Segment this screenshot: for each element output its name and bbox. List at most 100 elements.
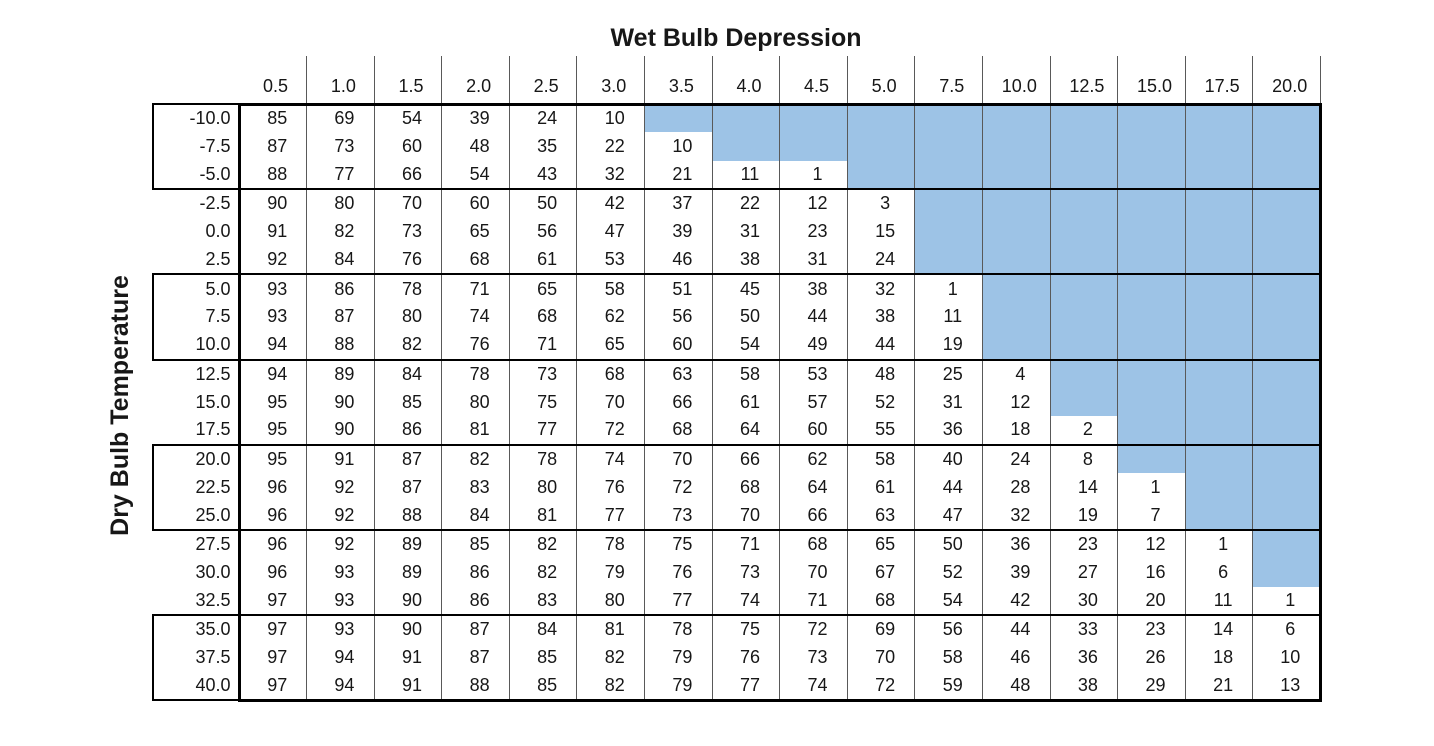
- empty-cell: [1252, 501, 1322, 531]
- empty-cell: [1252, 217, 1322, 246]
- row-axis-title-container: Dry Bulb Temperature: [96, 104, 144, 706]
- table-row: -7.5 87 73 60 48 35 22 10: [152, 132, 1322, 161]
- value-cell: 68: [779, 529, 848, 559]
- value-cell: 73: [373, 217, 442, 246]
- value-cell: 82: [508, 558, 577, 587]
- value-cell: 24: [846, 245, 915, 276]
- row-label-20.0: 20.0: [152, 443, 239, 474]
- value-cell: 94: [237, 331, 307, 361]
- column-axis-title: Wet Bulb Depression: [610, 24, 862, 52]
- value-cell: 70: [711, 501, 780, 531]
- empty-cell: [1184, 501, 1253, 531]
- value-cell: 77: [711, 671, 780, 702]
- value-cell: 70: [644, 444, 713, 474]
- value-cell: 82: [508, 529, 577, 559]
- value-cell: 65: [576, 331, 645, 361]
- value-cell: 88: [237, 160, 307, 191]
- value-cell: 35: [508, 132, 577, 161]
- value-cell: 85: [441, 529, 510, 559]
- value-cell: 85: [373, 387, 442, 417]
- value-cell: 84: [306, 245, 375, 276]
- value-cell: 39: [441, 104, 510, 133]
- table-row: 35.0 97 93 90 87 84 81 78 75 72 69 56 44 33 23 14 6: [152, 614, 1322, 644]
- value-cell: 36: [1049, 643, 1118, 672]
- value-cell: 69: [306, 104, 375, 133]
- value-cell: 20: [1117, 586, 1186, 617]
- value-cell: 68: [644, 416, 713, 446]
- value-cell: 38: [711, 245, 780, 276]
- value-cell: 92: [306, 501, 375, 531]
- value-cell: 1: [914, 274, 983, 303]
- value-cell: 60: [373, 132, 442, 161]
- value-cell: 56: [508, 217, 577, 246]
- empty-cell: [1117, 416, 1186, 446]
- value-cell: 95: [237, 416, 307, 446]
- value-cell: 15: [846, 217, 915, 246]
- value-cell: 12: [1117, 529, 1186, 559]
- value-cell: 1: [779, 160, 848, 191]
- column-header-0.5: 0.5: [239, 56, 307, 106]
- value-cell: 60: [441, 189, 510, 218]
- value-cell: 96: [237, 558, 307, 587]
- value-cell: 48: [982, 671, 1051, 702]
- value-cell: 91: [373, 643, 442, 672]
- value-cell: 67: [846, 558, 915, 587]
- value-cell: 91: [237, 217, 307, 246]
- value-cell: 50: [711, 302, 780, 332]
- value-cell: 96: [237, 473, 307, 502]
- row-label-15.0: 15.0: [153, 387, 239, 417]
- empty-cell: [982, 217, 1051, 246]
- value-cell: 22: [576, 132, 645, 161]
- value-cell: 24: [508, 104, 577, 133]
- value-cell: 90: [237, 189, 307, 218]
- value-cell: 70: [846, 643, 915, 672]
- value-cell: 76: [576, 473, 645, 502]
- column-header-4.0: 4.0: [711, 56, 780, 106]
- table-row: 17.5 95 90 86 81 77 72 68 64 60 55 36 18 2: [153, 416, 1322, 446]
- value-cell: 36: [914, 416, 983, 446]
- column-header-15.0: 15.0: [1117, 56, 1186, 106]
- value-cell: 63: [644, 359, 713, 388]
- value-cell: 30: [1049, 586, 1118, 617]
- value-cell: 73: [779, 643, 848, 672]
- value-cell: 89: [373, 529, 442, 559]
- value-cell: 23: [1117, 615, 1186, 644]
- empty-cell: [914, 189, 983, 218]
- value-cell: 1: [1117, 473, 1186, 502]
- value-cell: 78: [441, 359, 510, 388]
- value-cell: 85: [508, 671, 577, 702]
- value-cell: 10: [644, 132, 713, 161]
- value-cell: 66: [779, 501, 848, 531]
- value-cell: 93: [306, 586, 375, 617]
- empty-cell: [1049, 132, 1118, 161]
- value-cell: 91: [373, 671, 442, 702]
- value-cell: 72: [779, 615, 848, 644]
- row-label-17.5: 17.5: [153, 416, 239, 445]
- value-cell: 31: [779, 245, 848, 276]
- value-cell: 82: [306, 217, 375, 246]
- row-label-32.5: 32.5: [153, 586, 239, 616]
- value-cell: 55: [846, 416, 915, 446]
- empty-cell: [1184, 132, 1253, 161]
- value-cell: 27: [1049, 558, 1118, 587]
- value-cell: 87: [306, 302, 375, 332]
- value-cell: 75: [508, 387, 577, 417]
- table-row: 20.0 95 91 87 82 78 74 70 66 62 58 40 24 8: [152, 443, 1322, 474]
- value-cell: 44: [846, 331, 915, 361]
- value-cell: 74: [779, 671, 848, 702]
- value-cell: 76: [711, 643, 780, 672]
- row-label-5.0: 5.0: [152, 273, 239, 303]
- value-cell: 79: [644, 643, 713, 672]
- value-cell: 23: [1049, 529, 1118, 559]
- value-cell: 73: [711, 558, 780, 587]
- empty-cell: [1184, 359, 1253, 388]
- empty-cell: [1117, 444, 1186, 474]
- value-cell: 87: [237, 132, 307, 161]
- value-cell: 66: [644, 387, 713, 417]
- value-cell: 72: [576, 416, 645, 446]
- value-cell: 96: [237, 529, 307, 559]
- value-cell: 70: [373, 189, 442, 218]
- value-cell: 47: [914, 501, 983, 531]
- value-cell: 49: [779, 331, 848, 361]
